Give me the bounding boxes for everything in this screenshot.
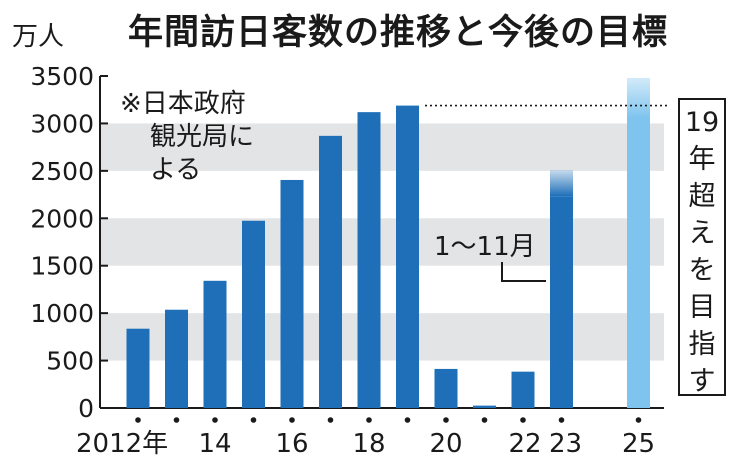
x-tick-dot (135, 417, 141, 423)
x-tick-dot (481, 417, 488, 423)
y-axis-unit: 万人 (12, 22, 65, 52)
goal-text-4: を (688, 255, 716, 286)
x-tick-label: 14 (198, 429, 231, 459)
x-tick-label: 20 (429, 429, 462, 459)
source-note: ※日本政府 観光局に よる (120, 88, 254, 187)
partial-year-label: 1～11月 (434, 232, 536, 262)
x-tick-dot (635, 417, 642, 423)
x-tick-dot (173, 417, 180, 423)
x-tick-dot (250, 417, 257, 423)
x-tick-label: 18 (352, 429, 385, 459)
bar-2015 (242, 220, 265, 408)
x-tick-dot (366, 417, 372, 423)
goal-text-2: 超 (688, 181, 716, 212)
y-tick-label: 3000 (30, 109, 94, 138)
goal-annotation: 19 年 超 え を 目 指 す (678, 98, 726, 397)
x-tick-label: 25 (622, 429, 655, 459)
y-tick-label: 2500 (30, 157, 94, 186)
x-tick-dot (520, 417, 526, 423)
bar-2021 (473, 405, 496, 408)
bar-2019 (396, 105, 419, 408)
goal-text-3: え (688, 218, 716, 249)
x-tick-label: 16 (275, 429, 308, 459)
partial-label-leader (501, 262, 546, 282)
bar-2017 (319, 135, 342, 408)
chart-title: 年間訪日客数の推移と今後の目標 (128, 13, 669, 53)
x-tick-dot (212, 417, 218, 423)
grid-band (100, 123, 664, 171)
bar-2020 (434, 368, 458, 408)
y-tick-label: 3500 (30, 62, 94, 91)
target-bar-2025 (627, 78, 650, 408)
goal-text-1: 年 (688, 144, 716, 175)
x-tick-label: 22 (508, 429, 541, 459)
goal-text-7: す (688, 366, 716, 397)
bar-2023 (550, 196, 573, 408)
bar-2016 (280, 179, 304, 408)
x-tick-label: 23 (549, 429, 582, 459)
goal-text-5: 目 (688, 292, 716, 323)
source-note-line-3: よる (150, 155, 202, 185)
y-tick-label: 1500 (30, 252, 94, 281)
x-tick-dot (289, 417, 295, 423)
x-tick-label: 2012年 (76, 429, 168, 459)
y-tick-label: 500 (46, 347, 94, 376)
x-tick-dot (327, 417, 334, 423)
goal-text-0: 19 (684, 107, 720, 138)
bar-2018 (357, 112, 381, 409)
source-note-line-2: 観光局に (150, 122, 255, 152)
y-tick-label: 1000 (30, 299, 94, 328)
source-note-line-1: ※日本政府 (120, 89, 246, 119)
x-tick-dot (558, 417, 565, 423)
x-tick-dot (404, 417, 411, 423)
goal-text-6: 指 (688, 329, 716, 360)
bar-2022 (511, 371, 535, 408)
bar-2012 (126, 328, 150, 408)
bar-2014 (203, 280, 227, 408)
x-tick-dot (443, 417, 449, 423)
grid-band (100, 218, 664, 266)
y-tick-label: 0 (78, 394, 94, 423)
y-tick-label: 2000 (30, 204, 94, 233)
partial-bar-fade (550, 170, 573, 197)
bar-2013 (165, 309, 188, 408)
